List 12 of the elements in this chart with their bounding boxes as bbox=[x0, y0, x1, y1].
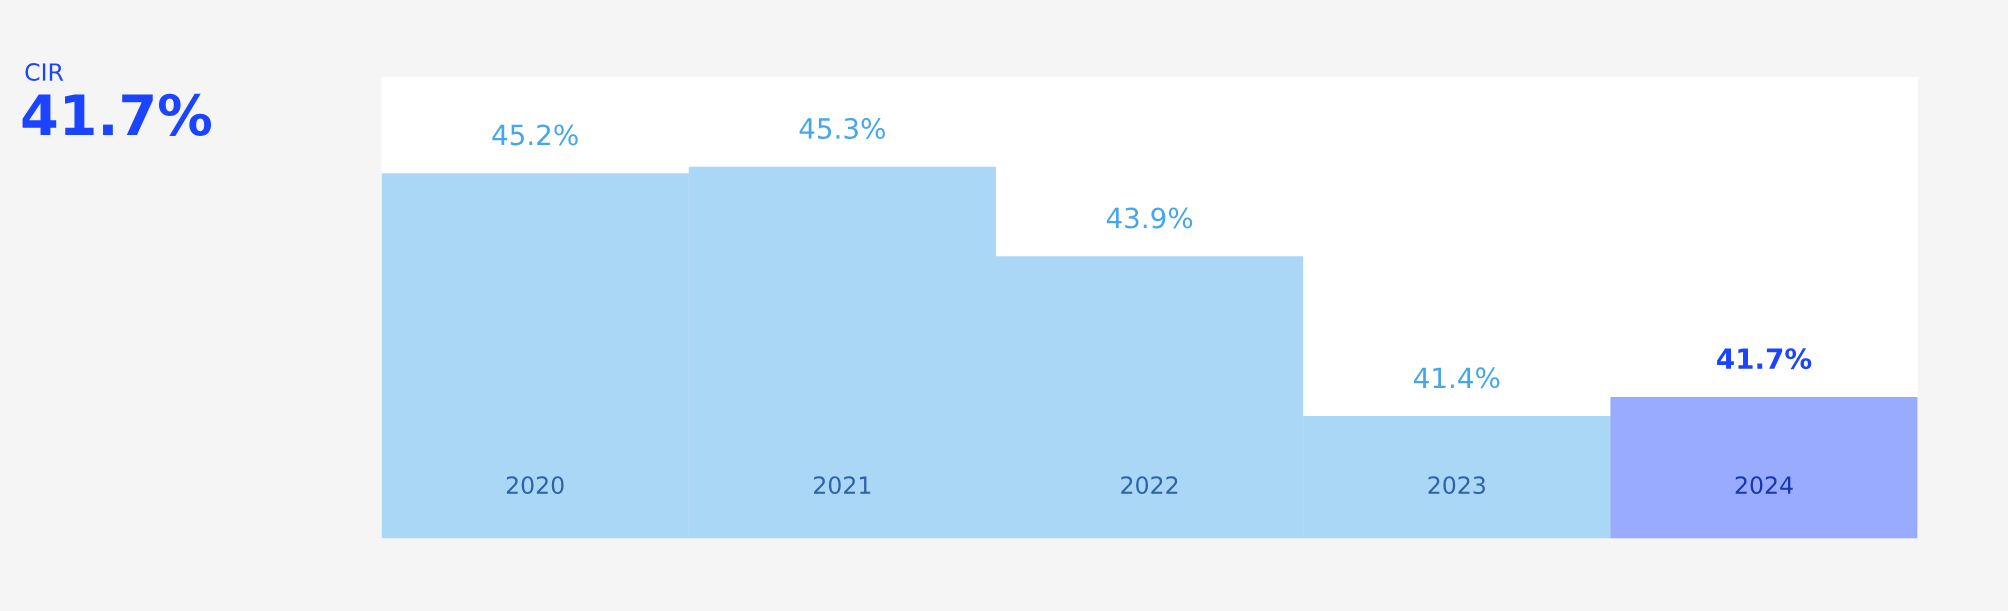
x-tick-label: 2021 bbox=[814, 476, 871, 495]
x-tick-label: 2022 bbox=[1121, 476, 1178, 495]
chart-subtitle: 41.7% bbox=[22, 93, 212, 136]
x-tick-label: 2023 bbox=[1428, 476, 1485, 495]
data-label: 43.9% bbox=[1106, 207, 1193, 229]
data-label: 45.2% bbox=[492, 124, 578, 146]
data-label: 41.7% bbox=[1717, 348, 1812, 370]
x-tick-label: 2024 bbox=[1735, 476, 1793, 495]
text: CIR bbox=[25, 63, 64, 81]
x-tick-label: 2020 bbox=[506, 476, 564, 495]
data-label: 45.3% bbox=[799, 117, 885, 139]
data-label: 41.4% bbox=[1414, 367, 1500, 389]
